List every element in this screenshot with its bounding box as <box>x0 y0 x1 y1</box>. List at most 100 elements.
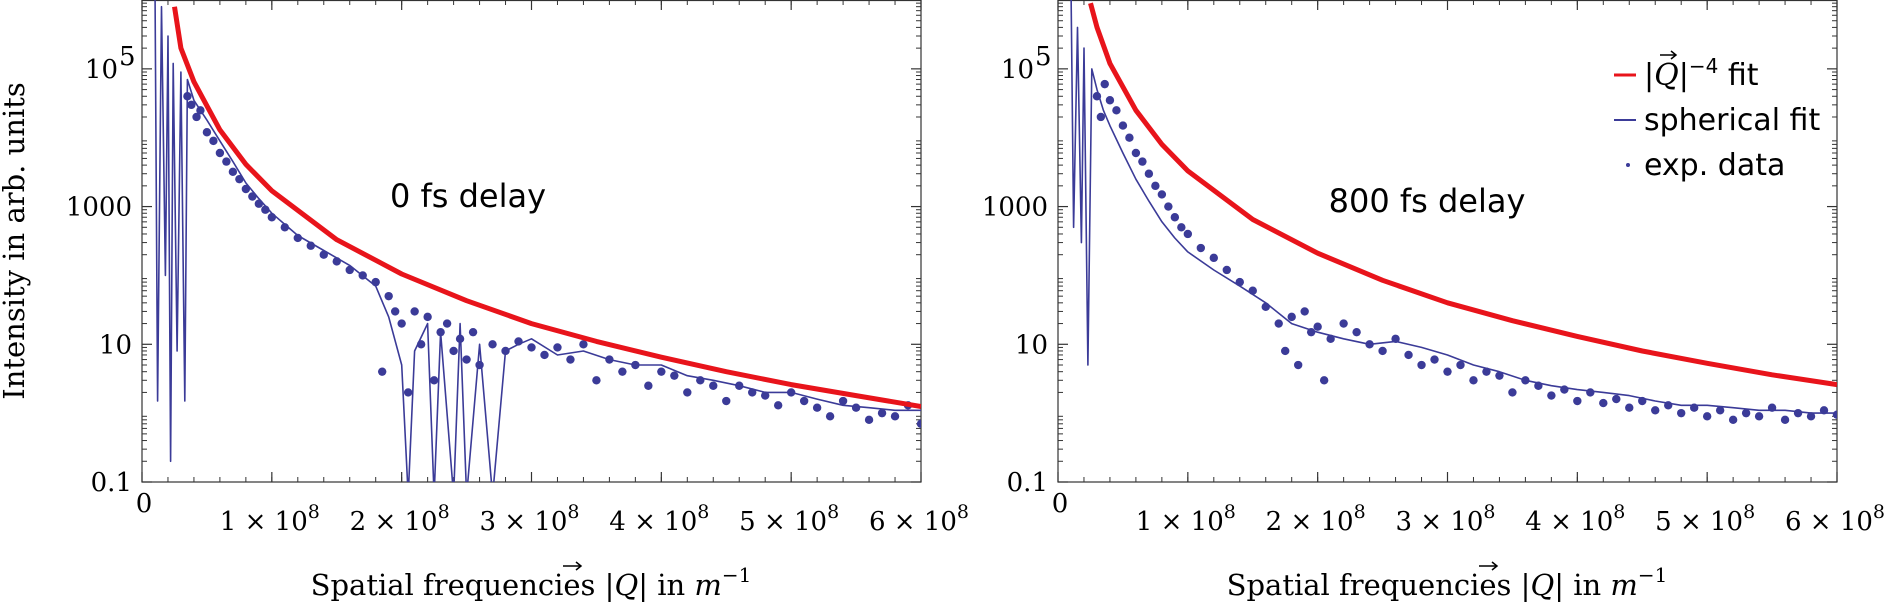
data-point <box>410 307 419 316</box>
data-point <box>248 192 257 201</box>
plot-area <box>1070 0 1837 425</box>
data-point <box>1417 360 1426 370</box>
legend-label: exp. data <box>1644 148 1785 183</box>
data-point <box>1495 371 1504 380</box>
data-point <box>540 350 549 360</box>
data-point <box>1819 406 1829 415</box>
data-point <box>429 376 439 385</box>
data-point <box>397 319 406 328</box>
series-q4-fit-line <box>172 6 921 409</box>
data-point <box>1443 367 1452 376</box>
delay-annotation: 800 fs delay <box>1329 182 1526 220</box>
plot-area <box>154 0 921 482</box>
data-point <box>390 307 400 316</box>
data-point <box>488 340 497 349</box>
data-point <box>1196 243 1206 253</box>
data-point <box>1352 327 1361 337</box>
data-point <box>1806 412 1816 421</box>
data-point <box>916 419 921 429</box>
data-point <box>1599 398 1608 408</box>
data-point <box>261 205 270 214</box>
data-point <box>1793 408 1803 418</box>
plot-frame <box>141 0 922 483</box>
x-tick-label: 6 × 108 <box>1785 501 1885 537</box>
data-point <box>202 128 212 137</box>
data-point <box>416 340 426 349</box>
data-point <box>1261 302 1270 312</box>
data-point <box>319 250 328 259</box>
chart-panel-left: 0 1 × 108 2 × 108 3 × 108 4 × 108 5 × 108 6 × … <box>0 0 969 602</box>
data-point <box>890 412 900 421</box>
series-q4-fit-line <box>1088 2 1837 388</box>
data-point <box>761 391 770 400</box>
x-tick-label: 5 × 108 <box>739 501 839 537</box>
data-point <box>877 408 887 418</box>
data-point <box>1547 391 1556 400</box>
data-point <box>1728 415 1738 425</box>
vector-arrow-icon <box>1660 50 1678 60</box>
data-point <box>449 346 458 356</box>
data-point <box>1125 133 1134 142</box>
data-point <box>1832 410 1837 419</box>
data-point <box>709 381 718 390</box>
data-point <box>670 371 679 380</box>
series-spherical-fit-line <box>154 0 921 482</box>
data-point <box>1151 181 1160 191</box>
data-point <box>1248 286 1257 295</box>
data-point <box>254 199 264 208</box>
data-point <box>1391 334 1400 344</box>
x-tick-label: 4 × 108 <box>609 501 709 537</box>
data-point <box>605 355 614 364</box>
data-point <box>631 360 640 370</box>
x-tick-label: 2 × 108 <box>1266 501 1366 537</box>
data-point <box>1157 190 1167 199</box>
data-point <box>332 257 341 266</box>
data-point <box>579 340 588 349</box>
data-point <box>566 355 575 364</box>
data-point <box>1170 213 1180 222</box>
legend-label: spherical fit <box>1644 103 1820 138</box>
series-spherical-fit-line <box>1070 0 1837 414</box>
y-tick-label: 10 <box>1001 55 1034 85</box>
data-point <box>1274 319 1283 328</box>
data-point <box>1138 157 1147 166</box>
y-tick-label: 1000 <box>66 193 132 223</box>
data-point <box>228 167 238 176</box>
data-point <box>592 376 601 385</box>
legend: |Q|−4 fit spherical fit exp. data <box>1614 50 1820 183</box>
data-point <box>384 291 393 301</box>
data-point <box>267 213 277 222</box>
data-point <box>1741 408 1751 418</box>
y-tick-label: 1000 <box>982 193 1048 223</box>
data-point <box>1767 403 1777 412</box>
legend-label: |Q|−4 fit <box>1644 54 1759 93</box>
data-point <box>241 184 251 194</box>
x-tick-label: 0 <box>136 489 153 519</box>
data-point <box>683 388 692 397</box>
data-point <box>371 277 380 287</box>
vector-arrow-icon <box>1479 561 1499 571</box>
data-point <box>618 367 627 376</box>
data-point <box>1118 121 1128 130</box>
data-point <box>1689 403 1699 412</box>
data-point <box>1664 401 1673 410</box>
data-point <box>1096 112 1106 122</box>
data-point <box>1100 79 1109 89</box>
data-point <box>468 327 478 337</box>
data-point <box>1456 360 1465 370</box>
data-point <box>442 319 452 328</box>
data-point <box>1177 223 1186 232</box>
data-point <box>644 381 653 390</box>
y-tick-exponent: 5 <box>119 42 136 72</box>
x-tick-label: 5 × 108 <box>1655 501 1755 537</box>
data-point <box>1300 307 1309 316</box>
data-point <box>657 367 666 376</box>
data-point <box>799 396 809 406</box>
data-point <box>1702 412 1712 421</box>
data-point <box>825 412 835 421</box>
y-tick-label: 0.1 <box>1007 468 1048 498</box>
legend-swatch-points <box>1626 163 1630 167</box>
delay-annotation: 0 fs delay <box>390 177 546 215</box>
vector-arrow-icon <box>563 561 583 571</box>
x-tick-label: 2 × 108 <box>350 501 450 537</box>
